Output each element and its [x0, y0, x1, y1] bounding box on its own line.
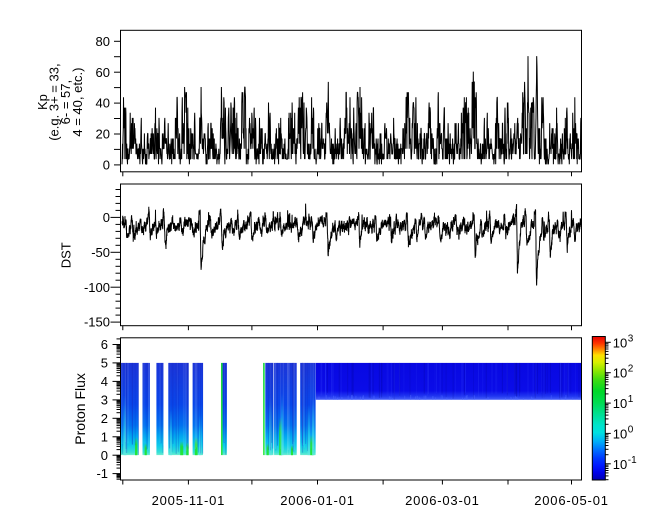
- svg-text:10: 10: [613, 426, 627, 441]
- svg-text:-1: -1: [628, 455, 637, 466]
- svg-text:DST: DST: [59, 242, 74, 268]
- svg-text:10: 10: [613, 457, 627, 472]
- svg-text:-100: -100: [84, 280, 110, 295]
- svg-text:(e.g. 3+ = 33,: (e.g. 3+ = 33,: [47, 63, 62, 140]
- svg-text:10: 10: [613, 396, 627, 411]
- svg-text:10: 10: [613, 335, 627, 350]
- svg-text:0: 0: [628, 424, 634, 435]
- svg-text:10: 10: [613, 366, 627, 381]
- svg-text:Proton Flux: Proton Flux: [72, 373, 88, 445]
- svg-text:2006-05-01: 2006-05-01: [534, 493, 609, 508]
- svg-text:5: 5: [101, 356, 108, 371]
- svg-text:2: 2: [101, 411, 108, 426]
- svg-text:1: 1: [101, 429, 108, 444]
- svg-text:2: 2: [628, 364, 634, 375]
- svg-text:20: 20: [96, 127, 110, 142]
- svg-text:-50: -50: [91, 245, 110, 260]
- svg-text:2006-03-01: 2006-03-01: [405, 493, 480, 508]
- svg-text:0: 0: [103, 158, 110, 173]
- svg-text:40: 40: [96, 96, 110, 111]
- svg-text:1: 1: [628, 394, 634, 405]
- svg-text:2005-11-01: 2005-11-01: [152, 493, 226, 508]
- svg-text:-150: -150: [84, 315, 110, 330]
- svg-text:4 = 40, etc.): 4 = 40, etc.): [70, 68, 85, 137]
- svg-text:80: 80: [96, 34, 110, 49]
- svg-text:3: 3: [101, 393, 108, 408]
- svg-text:6- = 57,: 6- = 57,: [58, 80, 73, 124]
- svg-text:3: 3: [628, 333, 634, 344]
- svg-text:0: 0: [103, 210, 110, 225]
- svg-text:0: 0: [101, 448, 108, 463]
- svg-text:-1: -1: [96, 466, 108, 481]
- svg-text:60: 60: [96, 65, 110, 80]
- svg-text:Kp: Kp: [35, 94, 50, 110]
- svg-text:6: 6: [101, 337, 108, 352]
- svg-text:4: 4: [101, 374, 108, 389]
- svg-text:2006-01-01: 2006-01-01: [280, 493, 355, 508]
